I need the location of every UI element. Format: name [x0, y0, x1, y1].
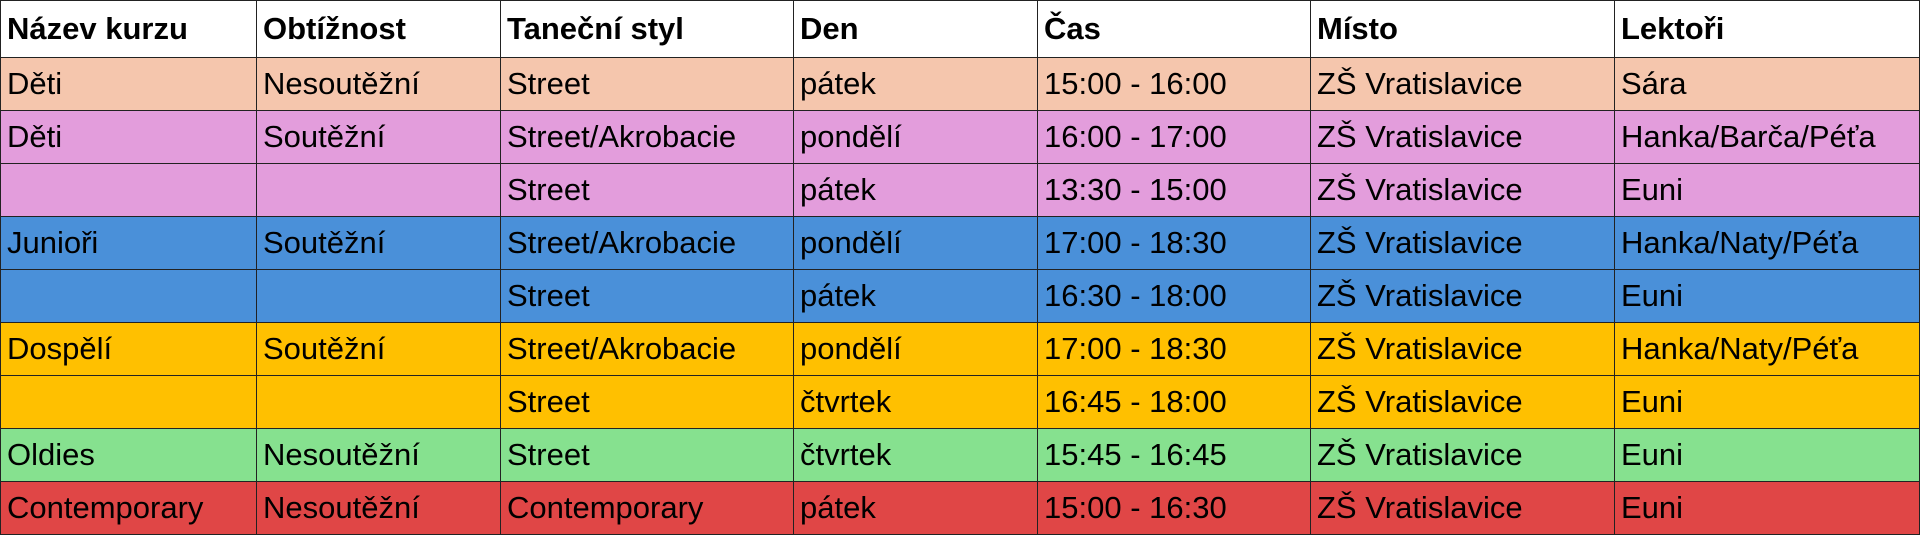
table-cell: Euni [1614, 428, 1920, 482]
table-cell: 15:45 - 16:45 [1037, 428, 1311, 482]
table-cell: 17:00 - 18:30 [1037, 322, 1311, 376]
table-cell: pátek [793, 57, 1038, 111]
table-cell [256, 269, 501, 323]
table-cell: čtvrtek [793, 428, 1038, 482]
table-cell: Contemporary [0, 481, 257, 535]
header-row: Název kurzu Obtížnost Taneční styl Den Čas Mí… [0, 0, 1920, 58]
table-cell: Euni [1614, 163, 1920, 217]
table-cell: Euni [1614, 269, 1920, 323]
header-cell: Lektoři [1614, 0, 1920, 58]
table-cell: Sára [1614, 57, 1920, 111]
table-cell: Soutěžní [256, 216, 501, 270]
table-cell: ZŠ Vratislavice [1310, 57, 1615, 111]
table-row: Street pátek 13:30 - 15:00 ZŠ Vratislavice E… [0, 163, 1920, 217]
table-cell: Hanka/Naty/Péťa [1614, 322, 1920, 376]
table-row: Děti Soutěžní Street/Akrobacie pondělí 16:00… [0, 110, 1920, 164]
table-cell: Street/Akrobacie [500, 216, 794, 270]
table-cell: Hanka/Barča/Péťa [1614, 110, 1920, 164]
table-cell: Street [500, 57, 794, 111]
table-cell: pátek [793, 481, 1038, 535]
table-cell: 16:30 - 18:00 [1037, 269, 1311, 323]
table-cell: Street [500, 428, 794, 482]
table-cell: Euni [1614, 481, 1920, 535]
table-cell [0, 163, 257, 217]
table-cell: Děti [0, 110, 257, 164]
table-row: Dospělí Soutěžní Street/Akrobacie pondělí 17… [0, 322, 1920, 376]
table-cell: pátek [793, 163, 1038, 217]
table-cell: pondělí [793, 110, 1038, 164]
header-cell: Taneční styl [500, 0, 794, 58]
header-cell: Místo [1310, 0, 1615, 58]
table-cell: ZŠ Vratislavice [1310, 110, 1615, 164]
table-cell: Nesoutěžní [256, 57, 501, 111]
table-cell: Nesoutěžní [256, 481, 501, 535]
table-cell: Oldies [0, 428, 257, 482]
table-row: Street pátek 16:30 - 18:00 ZŠ Vratislavice E… [0, 269, 1920, 323]
header-cell: Den [793, 0, 1038, 58]
header-cell: Název kurzu [0, 0, 257, 58]
table-cell: Street/Akrobacie [500, 110, 794, 164]
table-cell: Street [500, 163, 794, 217]
table-cell: 17:00 - 18:30 [1037, 216, 1311, 270]
table-cell: pátek [793, 269, 1038, 323]
table-cell: Dospělí [0, 322, 257, 376]
table-cell: 15:00 - 16:00 [1037, 57, 1311, 111]
table-cell: pondělí [793, 322, 1038, 376]
table-cell: 13:30 - 15:00 [1037, 163, 1311, 217]
table-row: Contemporary Nesoutěžní Contemporary pátek 1… [0, 481, 1920, 535]
table-cell: Nesoutěžní [256, 428, 501, 482]
table-cell: Hanka/Naty/Péťa [1614, 216, 1920, 270]
table-cell: ZŠ Vratislavice [1310, 269, 1615, 323]
table-cell [0, 269, 257, 323]
schedule-table: Název kurzu Obtížnost Taneční styl Den Čas Mí… [0, 0, 1920, 535]
table-cell: Contemporary [500, 481, 794, 535]
table-cell: ZŠ Vratislavice [1310, 216, 1615, 270]
table-cell: Junioři [0, 216, 257, 270]
table-cell: Euni [1614, 375, 1920, 429]
table-cell: 16:00 - 17:00 [1037, 110, 1311, 164]
table-cell: ZŠ Vratislavice [1310, 322, 1615, 376]
table-cell: ZŠ Vratislavice [1310, 375, 1615, 429]
table-cell: 16:45 - 18:00 [1037, 375, 1311, 429]
table-row: Děti Nesoutěžní Street pátek 15:00 - 16:00 ZŠ… [0, 57, 1920, 111]
table-cell: ZŠ Vratislavice [1310, 163, 1615, 217]
table-cell [256, 163, 501, 217]
header-cell: Čas [1037, 0, 1311, 58]
table-cell [0, 375, 257, 429]
table-cell: 15:00 - 16:30 [1037, 481, 1311, 535]
table-cell: Soutěžní [256, 110, 501, 164]
table-cell: Děti [0, 57, 257, 111]
table-row: Street čtvrtek 16:45 - 18:00 ZŠ Vratislavic… [0, 375, 1920, 429]
table-cell: Street/Akrobacie [500, 322, 794, 376]
table-cell: Street [500, 375, 794, 429]
table-cell: ZŠ Vratislavice [1310, 428, 1615, 482]
table-cell: Street [500, 269, 794, 323]
table-cell [256, 375, 501, 429]
table-row: Junioři Soutěžní Street/Akrobacie pondělí 17… [0, 216, 1920, 270]
table-row: Oldies Nesoutěžní Street čtvrtek 15:45 - 16:… [0, 428, 1920, 482]
table-cell: čtvrtek [793, 375, 1038, 429]
table-cell: Soutěžní [256, 322, 501, 376]
table-cell: ZŠ Vratislavice [1310, 481, 1615, 535]
header-cell: Obtížnost [256, 0, 501, 58]
table-cell: pondělí [793, 216, 1038, 270]
